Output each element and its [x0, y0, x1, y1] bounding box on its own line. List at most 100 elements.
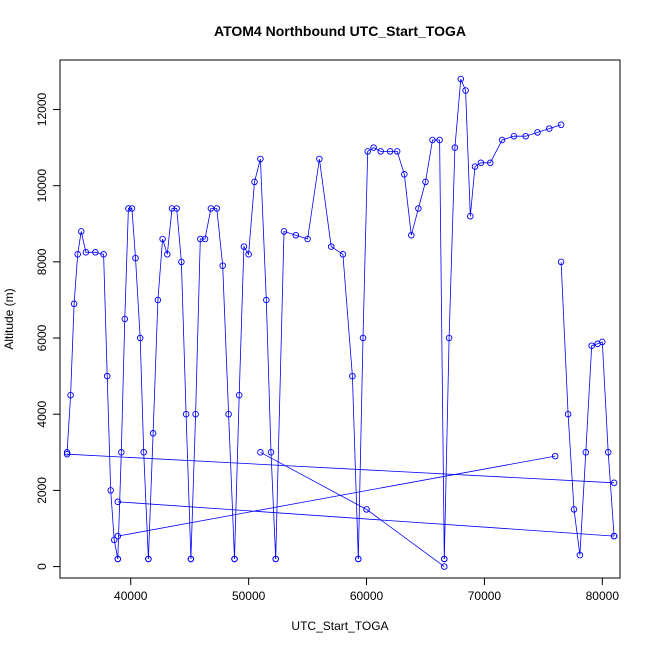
data-point	[393, 148, 401, 155]
x-axis-label: UTC_Start_TOGA	[291, 619, 388, 633]
flight-line	[117, 455, 556, 537]
data-point	[74, 251, 81, 258]
data-point	[63, 450, 71, 458]
flight-series-3	[187, 205, 238, 563]
flight-series-9	[63, 450, 618, 487]
flight-line	[275, 158, 359, 560]
flight-series-10	[114, 498, 618, 540]
data-point	[364, 148, 371, 155]
data-point	[487, 159, 494, 167]
flight-series-2	[145, 205, 195, 563]
data-point	[197, 235, 204, 243]
data-point	[272, 555, 279, 563]
flight-series-7	[441, 75, 565, 563]
data-point	[582, 449, 590, 456]
data-point	[164, 251, 171, 258]
data-point	[263, 296, 270, 304]
data-point	[77, 228, 85, 235]
flight-line	[148, 208, 192, 560]
data-point	[316, 155, 323, 163]
x-tick-label: 80000	[586, 589, 620, 603]
data-point	[349, 372, 356, 380]
data-point	[377, 148, 384, 155]
y-tick-label: 8000	[35, 248, 49, 275]
data-point	[457, 75, 465, 83]
flight-line	[443, 78, 562, 560]
data-point	[192, 410, 199, 418]
data-point	[429, 136, 436, 144]
x-tick-label: 50000	[232, 589, 266, 603]
data-point	[63, 449, 71, 456]
y-tick-label: 12000	[35, 93, 49, 127]
data-point	[422, 178, 429, 186]
data-point	[339, 251, 347, 258]
x-tick-label: 60000	[350, 589, 384, 603]
flight-line	[117, 208, 149, 560]
data-point	[257, 449, 264, 456]
data-point	[534, 129, 541, 136]
data-point	[386, 148, 394, 155]
data-point	[599, 338, 606, 346]
data-point	[445, 334, 453, 342]
data-point	[213, 205, 221, 212]
y-tick-label: 0	[35, 563, 49, 570]
data-point	[363, 506, 370, 513]
chart-title: ATOM4 Northbound UTC_Start_TOGA	[214, 23, 466, 39]
data-point	[70, 300, 78, 308]
data-point	[187, 555, 195, 563]
data-point	[570, 506, 578, 513]
data-point	[304, 235, 311, 243]
data-point	[564, 410, 572, 418]
flight-series-6	[355, 136, 448, 563]
flight-line	[66, 231, 119, 560]
flight-series-0	[63, 228, 122, 563]
flight-line	[560, 261, 615, 556]
data-point	[441, 555, 448, 563]
series-layer	[63, 75, 618, 570]
data-point	[610, 479, 618, 487]
data-point	[415, 205, 422, 212]
data-point	[145, 555, 152, 563]
data-point	[173, 205, 180, 212]
data-point	[178, 258, 185, 266]
data-point	[100, 251, 107, 258]
data-point	[92, 249, 99, 256]
data-point	[114, 532, 122, 540]
data-point	[240, 243, 248, 250]
data-point	[436, 136, 443, 144]
data-point	[477, 159, 485, 167]
data-point	[401, 171, 408, 178]
flight-series-11	[114, 452, 559, 540]
y-tick-label: 10000	[35, 169, 49, 203]
flight-line	[357, 139, 445, 560]
data-point	[576, 551, 584, 559]
data-point	[245, 251, 252, 258]
flight-line	[260, 451, 445, 567]
data-point	[355, 555, 362, 563]
data-point	[551, 452, 559, 460]
data-point	[107, 487, 114, 494]
flight-line	[234, 158, 277, 560]
flight-series-1	[114, 205, 152, 563]
data-point	[67, 391, 74, 399]
data-point	[154, 296, 162, 304]
data-point	[510, 132, 518, 140]
data-point	[235, 391, 243, 399]
data-point	[359, 334, 367, 342]
data-point	[522, 132, 529, 140]
data-point	[257, 155, 264, 163]
flight-series-8	[557, 258, 618, 559]
data-point	[462, 87, 469, 94]
data-point	[451, 144, 459, 151]
data-point	[110, 536, 118, 544]
data-point	[280, 228, 288, 235]
data-point	[441, 563, 448, 570]
data-point	[231, 555, 238, 563]
data-point	[408, 231, 415, 239]
data-point	[103, 372, 111, 380]
data-point	[125, 205, 132, 212]
x-tick-label: 40000	[114, 589, 148, 603]
data-point	[128, 205, 136, 212]
data-point	[467, 212, 474, 220]
